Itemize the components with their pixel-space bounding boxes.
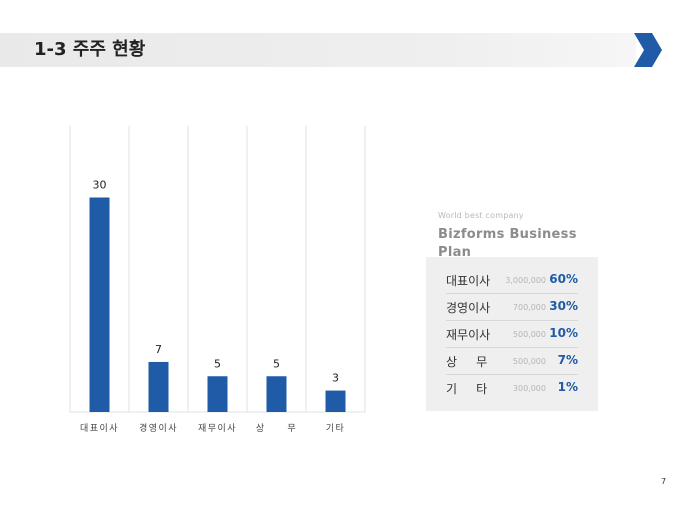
row-divider [446, 347, 578, 348]
share-percent: 1% [557, 380, 578, 394]
share-amount: 500,000 [512, 330, 546, 339]
share-amount: 500,000 [512, 357, 546, 366]
tick-label: 상 무 [256, 423, 297, 434]
shareholder-row: 대표이사 3,000,000 60% [446, 267, 578, 293]
share-percent: 10% [549, 326, 578, 340]
data-label: 5 [214, 357, 221, 370]
share-percent: 60% [549, 272, 578, 286]
brand-block: World best company Bizforms Business Pla… [438, 210, 608, 262]
share-amount: 3,000,000 [505, 276, 546, 285]
row-divider [446, 293, 578, 294]
shareholder-role: 재무이사 [446, 328, 491, 342]
shareholder-role: 상 무 [446, 355, 488, 369]
bar [325, 390, 346, 412]
tick-label: 경영이사 [139, 422, 178, 434]
chevron-right-icon [634, 33, 662, 67]
bar-chart: 30 7 5 5 3 대표이사 경영이사 재무이사 상 무 기타 [69, 126, 366, 434]
shareholder-role: 대표이사 [446, 274, 491, 288]
row-divider [446, 320, 578, 321]
page-title: 1-3 주주 현황 [34, 39, 146, 60]
company-tagline: World best company [438, 211, 524, 220]
shareholder-panel: 대표이사 3,000,000 60% 경영이사 700,000 30% 재무이사 500,00… [426, 257, 598, 411]
share-percent: 30% [549, 299, 578, 313]
page-number: 7 [661, 477, 667, 486]
data-label: 30 [93, 179, 107, 192]
shareholder-row: 경영이사 700,000 30% [446, 294, 578, 320]
title-band [0, 33, 636, 67]
shareholder-role: 기 타 [446, 382, 488, 396]
tick-label: 기타 [326, 423, 346, 434]
share-amount: 300,000 [512, 384, 546, 393]
bar [266, 376, 287, 412]
shareholder-role: 경영이사 [446, 301, 491, 315]
data-label: 5 [273, 357, 280, 370]
brand-name: Bizforms Business Plan [438, 227, 577, 260]
shareholder-row: 상 무 500,000 7% [446, 348, 578, 374]
bar [207, 376, 228, 412]
share-amount: 700,000 [512, 303, 546, 312]
shareholder-row: 기 타 300,000 1% [446, 375, 578, 401]
data-label: 7 [155, 343, 162, 356]
tick-label: 대표이사 [80, 423, 119, 434]
share-percent: 7% [557, 353, 578, 367]
data-label: 3 [332, 372, 339, 385]
tick-label: 재무이사 [198, 423, 237, 434]
shareholder-row: 재무이사 500,000 10% [446, 321, 578, 347]
row-divider [446, 374, 578, 375]
bar [89, 197, 110, 412]
bar [148, 361, 169, 412]
